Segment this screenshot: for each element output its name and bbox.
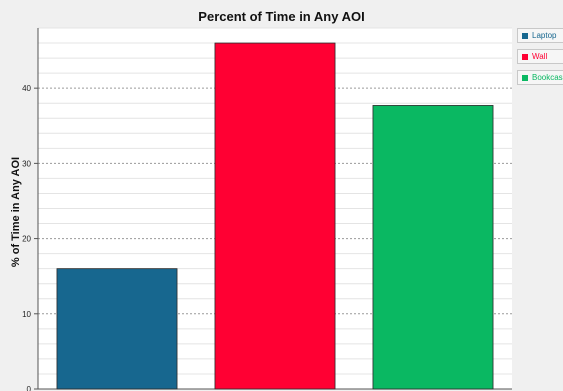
- y-tick-label: 20: [22, 235, 31, 244]
- legend-label: Laptop: [532, 31, 557, 40]
- y-tick-label: 0: [27, 385, 32, 391]
- legend-label: Wall: [532, 52, 548, 61]
- legend-item-wall[interactable]: Wall: [517, 49, 563, 64]
- bar-laptop: [56, 268, 178, 390]
- y-tick-label: 40: [22, 84, 31, 93]
- chart-title: Percent of Time in Any AOI: [198, 9, 365, 24]
- legend-swatch: [522, 74, 528, 81]
- legend: Laptop Wall Bookcase: [517, 28, 563, 91]
- legend-item-laptop[interactable]: Laptop: [517, 28, 563, 43]
- legend-swatch: [522, 53, 528, 60]
- y-tick-label: 10: [22, 310, 31, 319]
- bar-bookcase: [372, 105, 494, 390]
- bar-wall: [214, 42, 336, 390]
- legend-label: Bookcase: [532, 73, 563, 82]
- legend-item-bookcase[interactable]: Bookcase: [517, 70, 563, 85]
- legend-swatch: [522, 32, 528, 39]
- y-tick-label: 30: [22, 159, 31, 168]
